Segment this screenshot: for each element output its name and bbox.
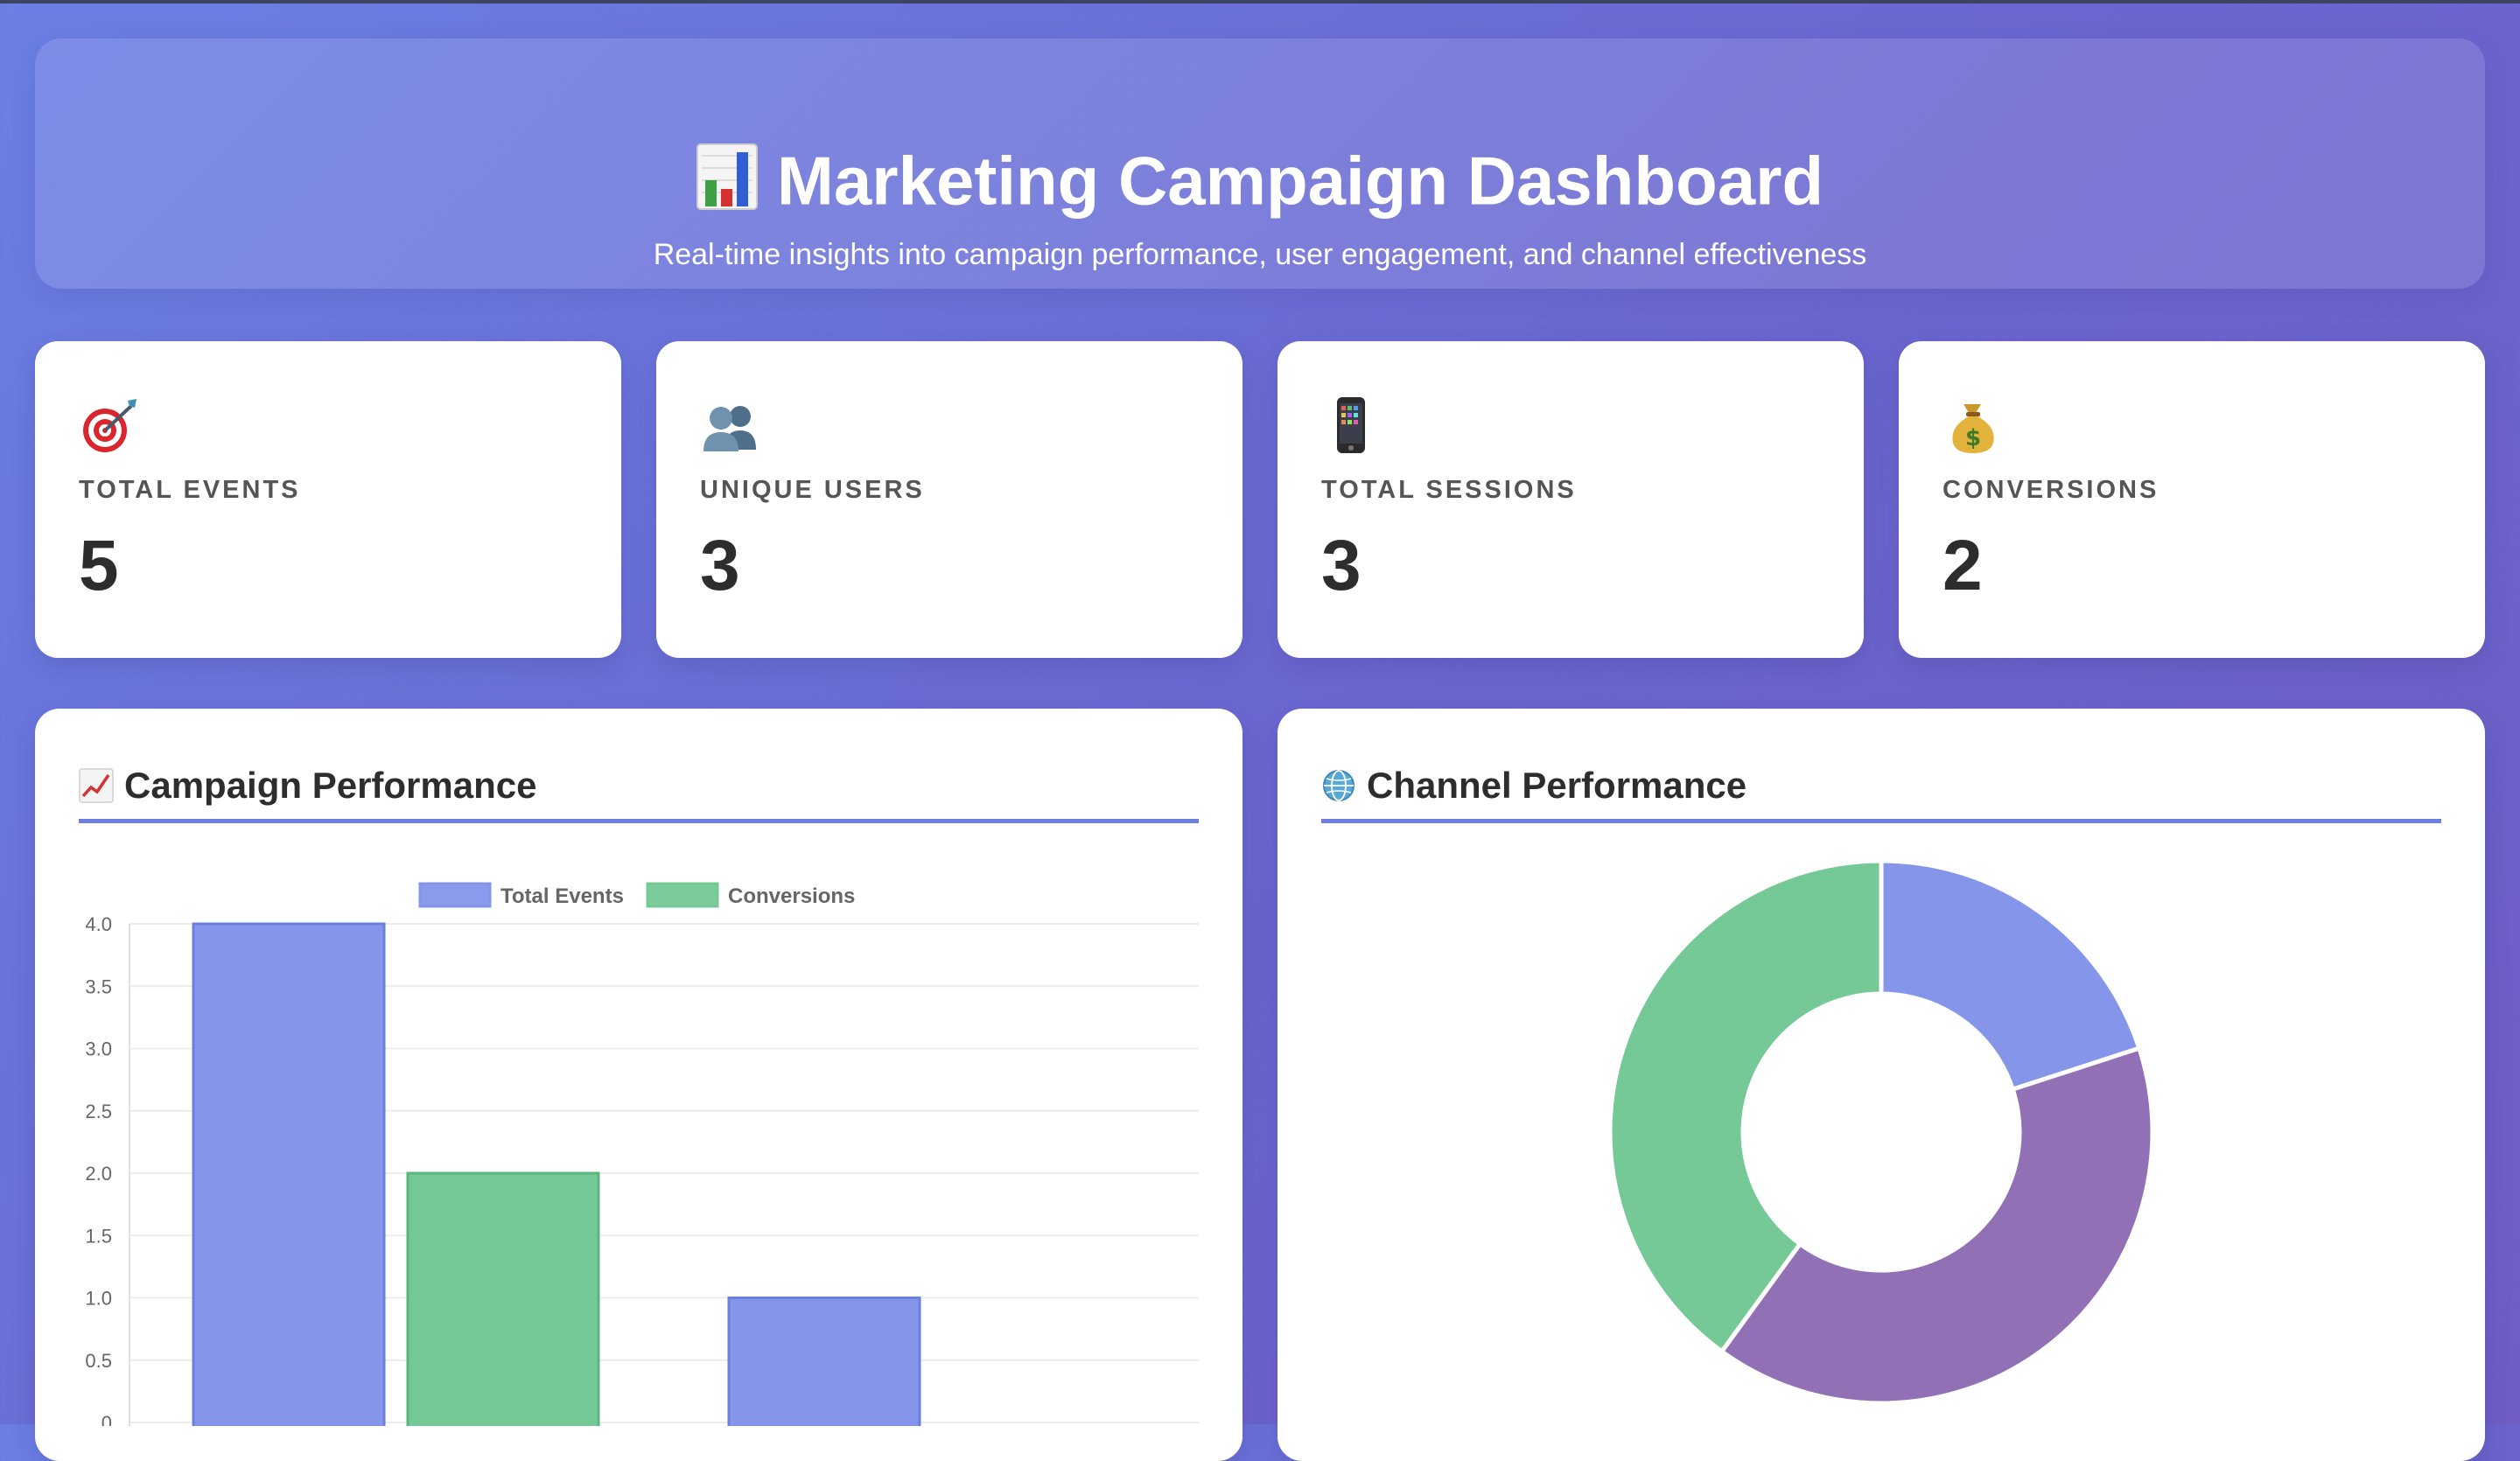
y-tick-label: 2.5 — [85, 1101, 112, 1122]
y-tick-label: 0.5 — [85, 1350, 112, 1372]
doughnut-slice[interactable] — [1718, 1045, 2155, 1406]
bar-total-events[interactable] — [727, 1297, 921, 1427]
stat-card-total-sessions: TOTAL SESSIONS 3 — [1278, 341, 1864, 658]
panel-divider — [79, 819, 1199, 823]
money-bag-icon: $ — [1952, 404, 1994, 453]
stat-label: UNIQUE USERS — [700, 476, 925, 504]
stat-card-unique-users: UNIQUE USERS 3 — [656, 341, 1242, 658]
y-tick-label: 1.0 — [85, 1288, 112, 1310]
bar-total-events[interactable] — [192, 922, 386, 1426]
legend-swatch[interactable] — [646, 882, 719, 908]
y-tick-label: 2.0 — [85, 1163, 112, 1185]
users-icon — [704, 406, 756, 451]
panel-title: Campaign Performance — [79, 754, 536, 817]
stat-value: 2 — [1942, 526, 1983, 605]
channel-performance-panel: Channel Performance — [1278, 709, 2485, 1461]
window-top-border — [0, 0, 2520, 3]
stat-value: 3 — [1321, 526, 1362, 605]
y-tick-label: 1.5 — [85, 1225, 112, 1247]
y-tick-label: 3.0 — [85, 1038, 112, 1060]
doughnut-slice[interactable] — [1879, 858, 2142, 1093]
bar-conversions[interactable] — [406, 1171, 600, 1426]
stat-label: TOTAL SESSIONS — [1321, 476, 1577, 504]
stat-value: 5 — [79, 526, 119, 605]
stat-card-conversions: $ CONVERSIONS 2 — [1899, 341, 2485, 658]
legend-label[interactable]: Total Events — [500, 884, 624, 908]
svg-text:$: $ — [1965, 425, 1981, 451]
doughnut-slice[interactable] — [1607, 858, 1884, 1355]
stat-value: 3 — [700, 526, 740, 605]
dashboard-header: Marketing Campaign Dashboard Real-time i… — [35, 38, 2485, 289]
panel-title-text: Campaign Performance — [124, 765, 537, 806]
globe-icon — [1323, 769, 1354, 801]
campaign-bar-chart: Total Events Conversions 4.0 3.5 3.0 2.5 2.0 1.… — [85, 882, 1199, 1427]
y-tick-label: 3.5 — [85, 975, 112, 997]
chart-increasing-icon — [79, 768, 114, 803]
bar-chart-icon — [696, 143, 758, 211]
y-tick-label: 4.0 — [85, 913, 112, 935]
panel-title: Channel Performance — [1321, 754, 1746, 817]
page-title: Marketing Campaign Dashboard — [35, 133, 2485, 222]
channel-doughnut-chart — [1607, 858, 2155, 1406]
y-tick-label: 0 — [102, 1412, 112, 1426]
legend-label[interactable]: Conversions — [728, 884, 855, 908]
panel-divider — [1321, 819, 2441, 823]
mobile-phone-icon — [1337, 397, 1365, 453]
campaign-performance-panel: Campaign Performance Total Events Convers… — [35, 709, 1242, 1461]
stat-card-total-events: TOTAL EVENTS 5 — [35, 341, 621, 658]
stat-label: CONVERSIONS — [1942, 476, 2160, 504]
stat-label: TOTAL EVENTS — [79, 476, 301, 504]
legend-swatch[interactable] — [418, 882, 492, 908]
target-icon — [83, 399, 136, 452]
panel-title-text: Channel Performance — [1367, 765, 1747, 806]
page-title-text: Marketing Campaign Dashboard — [776, 142, 1824, 220]
page-subtitle: Real-time insights into campaign perform… — [653, 238, 1867, 271]
